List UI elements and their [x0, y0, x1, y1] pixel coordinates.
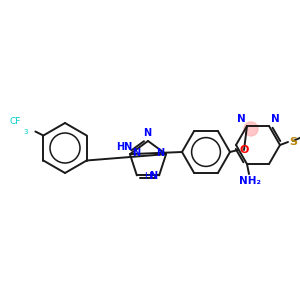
Text: N: N — [143, 128, 151, 138]
Text: N: N — [149, 171, 157, 182]
Text: 3: 3 — [23, 130, 28, 136]
Text: NH₂: NH₂ — [239, 176, 261, 186]
Text: N: N — [237, 114, 246, 124]
Text: S: S — [289, 137, 297, 147]
Text: O: O — [239, 145, 248, 155]
Text: HN: HN — [116, 142, 133, 152]
Text: N: N — [271, 114, 280, 124]
Circle shape — [244, 122, 258, 136]
Text: CF: CF — [10, 116, 21, 125]
Text: N: N — [156, 148, 164, 158]
Text: N: N — [132, 148, 140, 158]
Text: H: H — [144, 172, 151, 181]
